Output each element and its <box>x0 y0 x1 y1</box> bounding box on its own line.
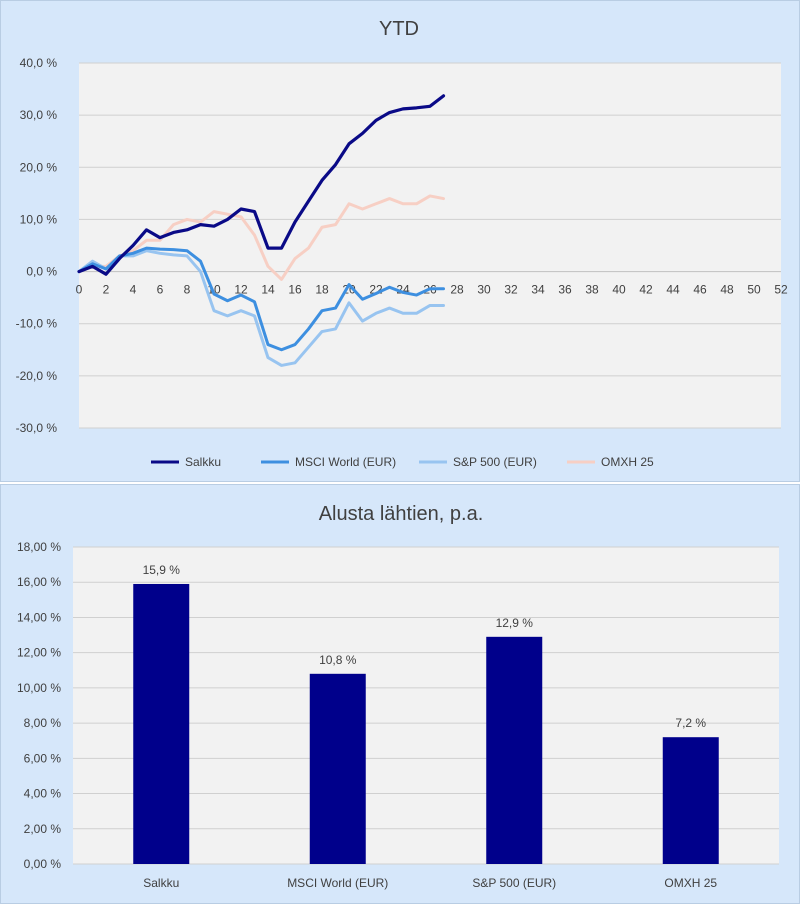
ytd-y-tick-label: 40,0 % <box>20 56 58 70</box>
ytd-x-tick-label: 46 <box>693 283 707 297</box>
pa-y-tick-label: 4,00 % <box>24 787 62 801</box>
ytd-y-tick-label: 10,0 % <box>20 212 58 226</box>
ytd-x-tick-label: 14 <box>261 283 275 297</box>
ytd-series-line-1 <box>77 94 446 276</box>
pa-x-category-label: OMXH 25 <box>664 876 717 890</box>
ytd-y-tick-label: -10,0 % <box>16 317 58 331</box>
ytd-x-tick-label: 0 <box>76 283 83 297</box>
annualized-bar-chart: Alusta lähtien, p.a. 18,00 % 16,00 % 14,00… <box>17 503 779 890</box>
annualized-chart-title: Alusta lähtien, p.a. <box>319 503 484 525</box>
pa-x-category-label: Salkku <box>143 876 179 890</box>
pa-y-tick-label: 0,00 % <box>24 857 62 871</box>
pa-x-category-label: S&P 500 (EUR) <box>472 876 556 890</box>
pa-bar <box>133 583 190 864</box>
pa-y-tick-label: 12,00 % <box>17 646 61 660</box>
ytd-x-tick-label: 2 <box>103 283 110 297</box>
pa-x-category-label: MSCI World (EUR) <box>287 876 388 890</box>
ytd-legend-label: Salkku <box>185 455 221 469</box>
ytd-x-tick-label: 48 <box>720 283 734 297</box>
pa-bar-data-label: 15,9 % <box>143 563 181 577</box>
pa-bar <box>486 636 543 864</box>
ytd-x-tick-label: 44 <box>666 283 680 297</box>
ytd-x-tick-label: 6 <box>157 283 164 297</box>
ytd-series-line-2 <box>77 246 445 352</box>
pa-plot-area <box>73 547 779 864</box>
ytd-x-tick-label: 12 <box>234 283 248 297</box>
ytd-x-tick-label: 8 <box>184 283 191 297</box>
pa-y-tick-label: 8,00 % <box>24 716 62 730</box>
ytd-x-tick-label: 42 <box>639 283 653 297</box>
pa-bar <box>309 673 366 864</box>
pa-bar <box>662 737 719 864</box>
ytd-x-tick-label: 36 <box>558 283 572 297</box>
pa-y-tick-label: 2,00 % <box>24 822 62 836</box>
ytd-chart-title: YTD <box>379 18 419 40</box>
pa-y-tick-label: 16,00 % <box>17 575 61 589</box>
ytd-x-tick-label: 34 <box>531 283 545 297</box>
ytd-legend-label: OMXH 25 <box>601 455 654 469</box>
ytd-x-tick-label: 38 <box>585 283 599 297</box>
ytd-series-line-4 <box>77 194 445 281</box>
ytd-y-tick-label: 0,0 % <box>26 265 57 279</box>
ytd-x-tick-label: 40 <box>612 283 626 297</box>
ytd-y-tick-label: 30,0 % <box>20 108 58 122</box>
pa-bar-data-label: 12,9 % <box>496 616 534 630</box>
annualized-chart-panel: Alusta lähtien, p.a. 18,00 % 16,00 % 14,00… <box>0 484 800 904</box>
pa-y-tick-label: 10,00 % <box>17 681 61 695</box>
pa-bar-data-label: 10,8 % <box>319 653 357 667</box>
ytd-legend-label: S&P 500 (EUR) <box>453 455 537 469</box>
ytd-x-tick-label: 4 <box>130 283 137 297</box>
ytd-x-tick-label: 32 <box>504 283 518 297</box>
pa-bar-data-label: 7,2 % <box>675 716 706 730</box>
pa-y-tick-label: 14,00 % <box>17 610 61 624</box>
ytd-legend-label: MSCI World (EUR) <box>295 455 396 469</box>
ytd-plot-area <box>79 63 781 428</box>
pa-y-tick-label: 6,00 % <box>24 751 62 765</box>
ytd-y-tick-label: -30,0 % <box>16 421 58 435</box>
ytd-x-tick-label: 28 <box>450 283 464 297</box>
ytd-x-tick-label: 52 <box>774 283 788 297</box>
ytd-x-tick-label: 18 <box>315 283 329 297</box>
ytd-y-tick-label: 20,0 % <box>20 160 58 174</box>
ytd-line-chart: YTD 40,0 % 30,0 % 20,0 % 10,0 % 0,0 % -10,0 %… <box>16 18 788 469</box>
ytd-x-tick-label: 30 <box>477 283 491 297</box>
ytd-series-line-3 <box>77 249 445 367</box>
ytd-chart-panel: YTD 40,0 % 30,0 % 20,0 % 10,0 % 0,0 % -10,0 %… <box>0 0 800 482</box>
pa-y-tick-label: 18,00 % <box>17 540 61 554</box>
ytd-x-tick-label: 16 <box>288 283 302 297</box>
ytd-y-tick-label: -20,0 % <box>16 369 58 383</box>
ytd-x-tick-label: 50 <box>747 283 761 297</box>
